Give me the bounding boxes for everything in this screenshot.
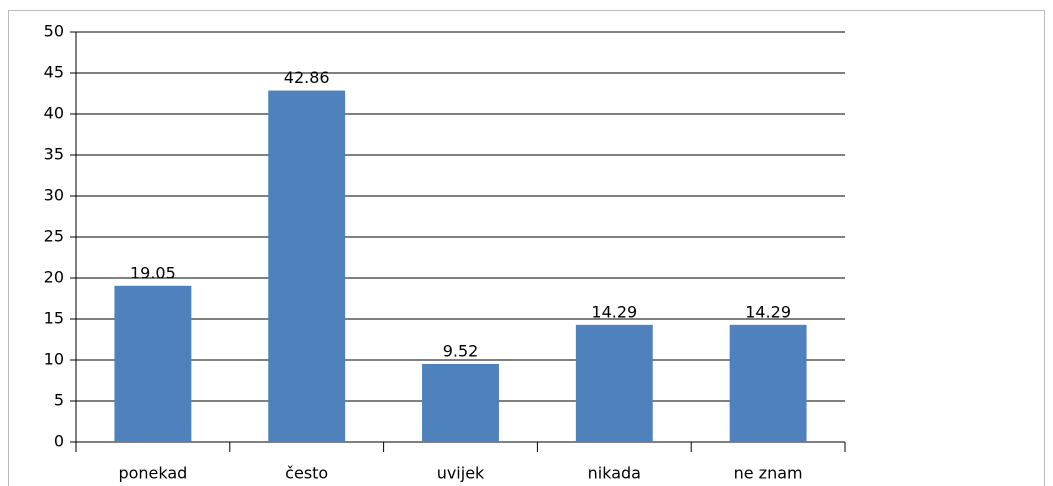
data-label: 42.86 [284, 68, 330, 87]
x-tick-label: nikada [588, 464, 641, 483]
y-tick-label: 5 [54, 391, 64, 410]
data-label: 9.52 [443, 341, 479, 360]
bar [575, 324, 653, 442]
x-tick-label: uvijek [437, 464, 485, 483]
data-label: 14.29 [591, 302, 637, 321]
bar [729, 324, 807, 442]
y-tick-label: 0 [54, 432, 64, 451]
y-tick-label: 25 [44, 227, 64, 246]
x-tick-label: ponekad [118, 464, 187, 483]
x-tick-label: često [285, 464, 328, 483]
y-tick-label: 10 [44, 350, 64, 369]
data-label: 14.29 [745, 302, 791, 321]
bar [422, 363, 499, 442]
data-label: 19.05 [130, 263, 176, 282]
y-tick-label: 20 [44, 268, 64, 287]
y-tick-label: 50 [44, 22, 64, 41]
y-tick-label: 45 [44, 63, 64, 82]
y-tick-label: 30 [44, 186, 64, 205]
y-tick-label: 35 [44, 145, 64, 164]
x-tick-label: ne znam [734, 464, 803, 483]
bar [268, 90, 346, 442]
y-tick-label: 15 [44, 309, 64, 328]
bar [114, 285, 192, 442]
y-tick-label: 40 [44, 104, 64, 123]
